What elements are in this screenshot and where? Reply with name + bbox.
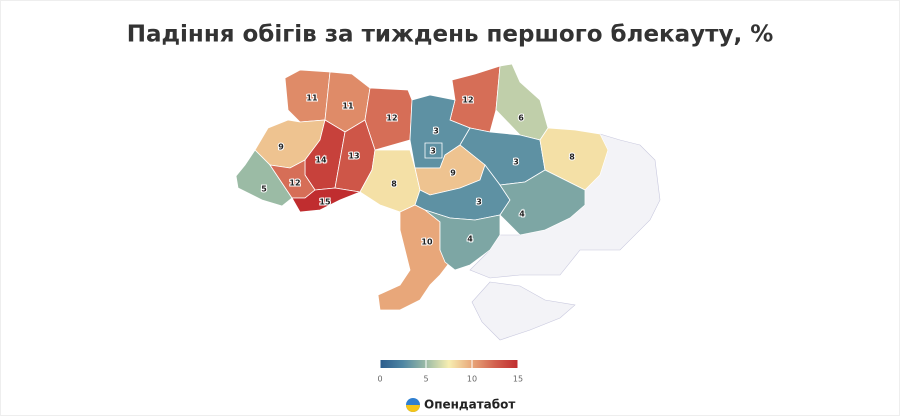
- colorbar-tick-label: 0: [377, 375, 382, 384]
- region-value: 9: [278, 143, 284, 152]
- region-value: 3: [476, 198, 482, 207]
- chart-title: Падіння обігів за тиждень першого блекау…: [127, 22, 774, 48]
- region-value: 6: [518, 114, 524, 123]
- region-value: 4: [519, 210, 525, 219]
- region-value: 12: [386, 114, 397, 123]
- region-value: 15: [319, 198, 331, 207]
- region-value: 12: [289, 179, 300, 188]
- logo-icon-half: [406, 405, 420, 412]
- colorbar-tick-label: 10: [467, 375, 477, 384]
- region-value: 11: [306, 94, 318, 103]
- colorbar-tick-label: 15: [513, 375, 523, 384]
- regions: [235, 63, 609, 311]
- logo: Опендатабот: [406, 398, 515, 412]
- region: [424, 209, 501, 271]
- region-value: 3: [433, 127, 439, 136]
- region-value: 8: [391, 180, 397, 189]
- source-label: Опендатабот: [424, 398, 515, 412]
- colorbar-ticks: 0 5 10 15: [377, 360, 523, 384]
- region-value: 4: [467, 235, 473, 244]
- region-labels: 11 11 12 12 6 3 3 9 14 13 3 8 5 12 15 8 9 3 4 10 4: [260, 93, 576, 248]
- region-value: 13: [348, 152, 359, 161]
- region-value: 10: [421, 238, 433, 247]
- region-value: 3: [430, 147, 436, 156]
- region-value: 9: [450, 169, 456, 178]
- region-value: 8: [569, 153, 575, 162]
- region-value: 3: [513, 158, 519, 167]
- region: [235, 149, 293, 207]
- colorbar-tick-label: 5: [423, 375, 428, 384]
- region-value: 12: [462, 96, 473, 105]
- region-value: 5: [261, 185, 267, 194]
- region-value: 14: [315, 156, 327, 165]
- region: [499, 169, 586, 236]
- crimea: [471, 281, 576, 341]
- colorbar: [380, 360, 518, 368]
- region-value: 11: [342, 102, 354, 111]
- region: [424, 142, 443, 159]
